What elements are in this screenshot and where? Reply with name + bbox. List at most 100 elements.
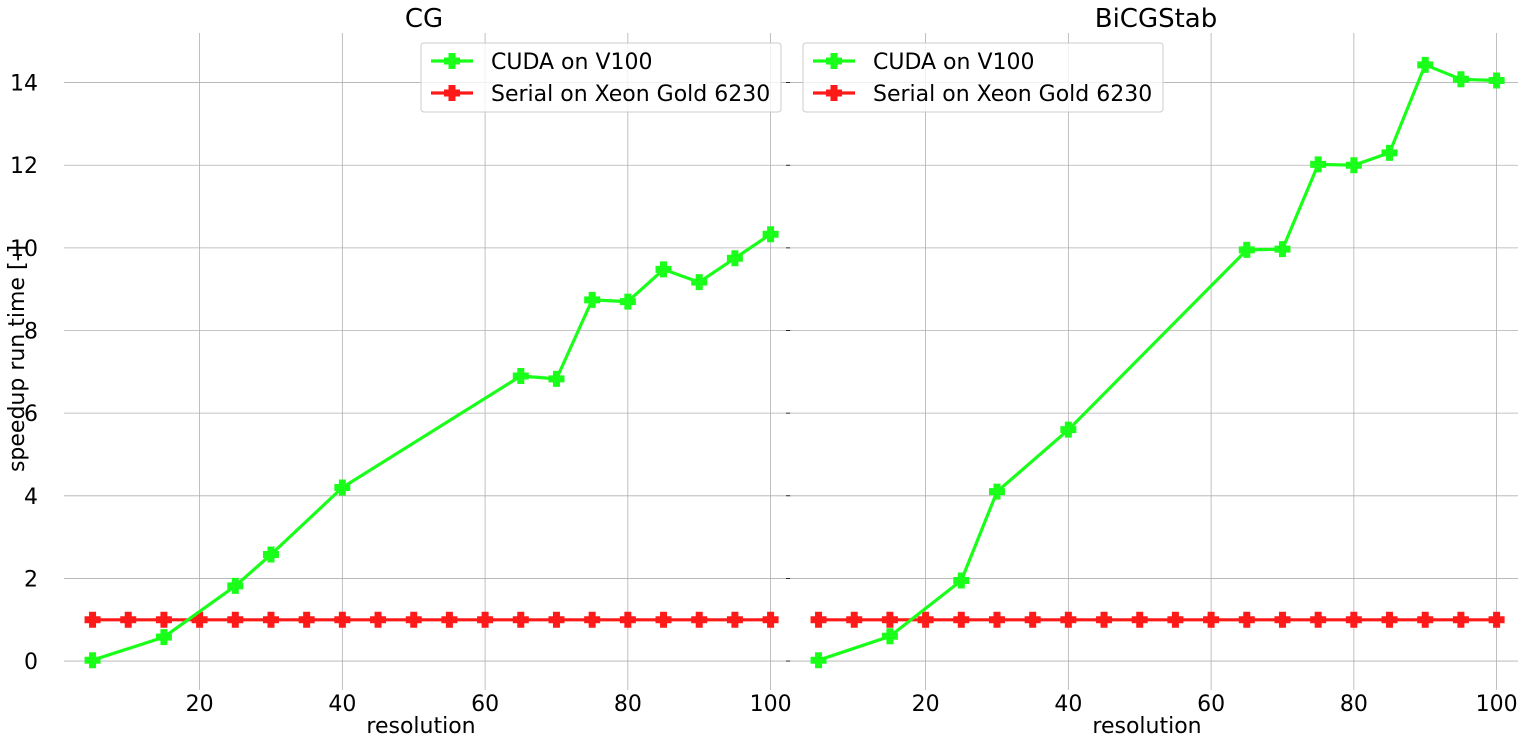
data-point bbox=[1417, 611, 1434, 628]
data-point bbox=[619, 611, 636, 628]
data-point bbox=[1488, 611, 1505, 628]
data-point bbox=[227, 611, 244, 628]
data-point bbox=[917, 611, 934, 628]
data-point bbox=[1131, 611, 1148, 628]
data-point bbox=[1024, 611, 1041, 628]
data-point bbox=[84, 652, 101, 669]
data-point bbox=[810, 652, 827, 669]
data-point bbox=[655, 261, 672, 278]
data-point bbox=[227, 577, 244, 594]
data-point bbox=[84, 611, 101, 628]
panel-title: BiCGStab bbox=[1095, 4, 1218, 34]
series-serial bbox=[84, 611, 779, 628]
panel-title: CG bbox=[405, 4, 443, 34]
legend-entry: CUDA on V100 bbox=[813, 50, 1035, 75]
x-tick-label: 60 bbox=[471, 692, 499, 717]
data-point bbox=[691, 611, 708, 628]
data-point bbox=[619, 293, 636, 310]
data-point bbox=[988, 483, 1005, 500]
x-axis-label: resolution bbox=[1092, 714, 1201, 739]
data-point bbox=[1345, 611, 1362, 628]
y-tick-label: 6 bbox=[24, 402, 38, 427]
data-point bbox=[1060, 611, 1077, 628]
data-point bbox=[584, 611, 601, 628]
data-point bbox=[334, 611, 351, 628]
data-point bbox=[1167, 611, 1184, 628]
legend-marker bbox=[444, 53, 460, 69]
legend-label: CUDA on V100 bbox=[873, 50, 1035, 75]
data-point bbox=[1345, 157, 1362, 174]
legend: CUDA on V100 Serial on Xeon Gold 6230 bbox=[420, 42, 782, 113]
data-point bbox=[846, 611, 863, 628]
data-point bbox=[441, 611, 458, 628]
series-serial bbox=[810, 611, 1505, 628]
data-point bbox=[953, 611, 970, 628]
series-line bbox=[92, 232, 772, 662]
data-point bbox=[298, 611, 315, 628]
y-tick-label: 12 bbox=[10, 154, 38, 179]
data-point bbox=[1060, 421, 1077, 438]
legend-label: CUDA on V100 bbox=[491, 50, 653, 75]
x-axis-label: resolution bbox=[366, 714, 475, 739]
data-point bbox=[512, 611, 529, 628]
x-tick-label: 20 bbox=[186, 692, 214, 717]
data-point bbox=[953, 572, 970, 589]
legend-marker bbox=[826, 85, 842, 101]
data-point bbox=[655, 611, 672, 628]
data-point bbox=[548, 370, 565, 387]
legend-entry: CUDA on V100 bbox=[431, 50, 653, 75]
y-tick-label: 14 bbox=[10, 72, 38, 97]
data-point bbox=[691, 274, 708, 291]
grid bbox=[790, 33, 1518, 690]
y-tick-label: 2 bbox=[24, 567, 38, 592]
legend-marker bbox=[444, 85, 460, 101]
data-point bbox=[1452, 611, 1469, 628]
x-tick-label: 40 bbox=[1054, 692, 1082, 717]
y-tick-label: 0 bbox=[24, 650, 38, 675]
data-point bbox=[1238, 241, 1255, 258]
data-point bbox=[1203, 611, 1220, 628]
data-point bbox=[262, 611, 279, 628]
legend-marker bbox=[826, 53, 842, 69]
data-point bbox=[262, 546, 279, 563]
data-point bbox=[1310, 156, 1327, 173]
legend-label: Serial on Xeon Gold 6230 bbox=[491, 82, 770, 107]
x-tick-label: 80 bbox=[614, 692, 642, 717]
data-point bbox=[155, 629, 172, 646]
legend-entry: Serial on Xeon Gold 6230 bbox=[813, 82, 1152, 107]
y-tick-label: 8 bbox=[24, 320, 38, 345]
data-point bbox=[881, 628, 898, 645]
data-point bbox=[1381, 611, 1398, 628]
y-tick-label: 10 bbox=[10, 237, 38, 262]
data-point bbox=[405, 611, 422, 628]
x-tick-label: 60 bbox=[1197, 692, 1225, 717]
data-point bbox=[548, 611, 565, 628]
legend-label: Serial on Xeon Gold 6230 bbox=[873, 82, 1152, 107]
x-tick-label: 100 bbox=[750, 692, 792, 717]
data-point bbox=[1417, 56, 1434, 73]
legend: CUDA on V100 Serial on Xeon Gold 6230 bbox=[802, 42, 1164, 113]
legend-frame bbox=[802, 42, 1164, 113]
data-point bbox=[1096, 611, 1113, 628]
data-point bbox=[1452, 71, 1469, 88]
x-tick-label: 100 bbox=[1476, 692, 1518, 717]
series-cuda bbox=[810, 56, 1505, 669]
panel-cg: 20 40 60 80 100 0 2 4 6 8 10 12 14 CG resolution speedu… bbox=[5, 4, 792, 739]
data-point bbox=[1310, 611, 1327, 628]
series-cuda bbox=[84, 226, 779, 669]
data-point bbox=[762, 611, 779, 628]
data-point bbox=[334, 479, 351, 496]
y-tick-label: 4 bbox=[24, 485, 38, 510]
data-point bbox=[584, 291, 601, 308]
x-tick-label: 80 bbox=[1340, 692, 1368, 717]
grid bbox=[64, 33, 792, 690]
data-point bbox=[1274, 611, 1291, 628]
legend-entry: Serial on Xeon Gold 6230 bbox=[431, 82, 770, 107]
data-point bbox=[1488, 72, 1505, 89]
data-point bbox=[512, 367, 529, 384]
data-point bbox=[1274, 241, 1291, 258]
data-point bbox=[370, 611, 387, 628]
data-point bbox=[726, 611, 743, 628]
